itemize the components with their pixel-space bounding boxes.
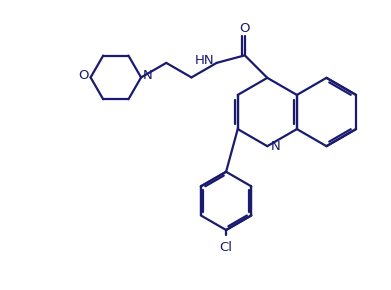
Text: N: N [271, 140, 280, 153]
Text: O: O [240, 22, 250, 35]
Text: Cl: Cl [220, 241, 233, 254]
Text: N: N [143, 69, 153, 82]
Text: HN: HN [194, 55, 214, 68]
Text: O: O [78, 69, 89, 82]
